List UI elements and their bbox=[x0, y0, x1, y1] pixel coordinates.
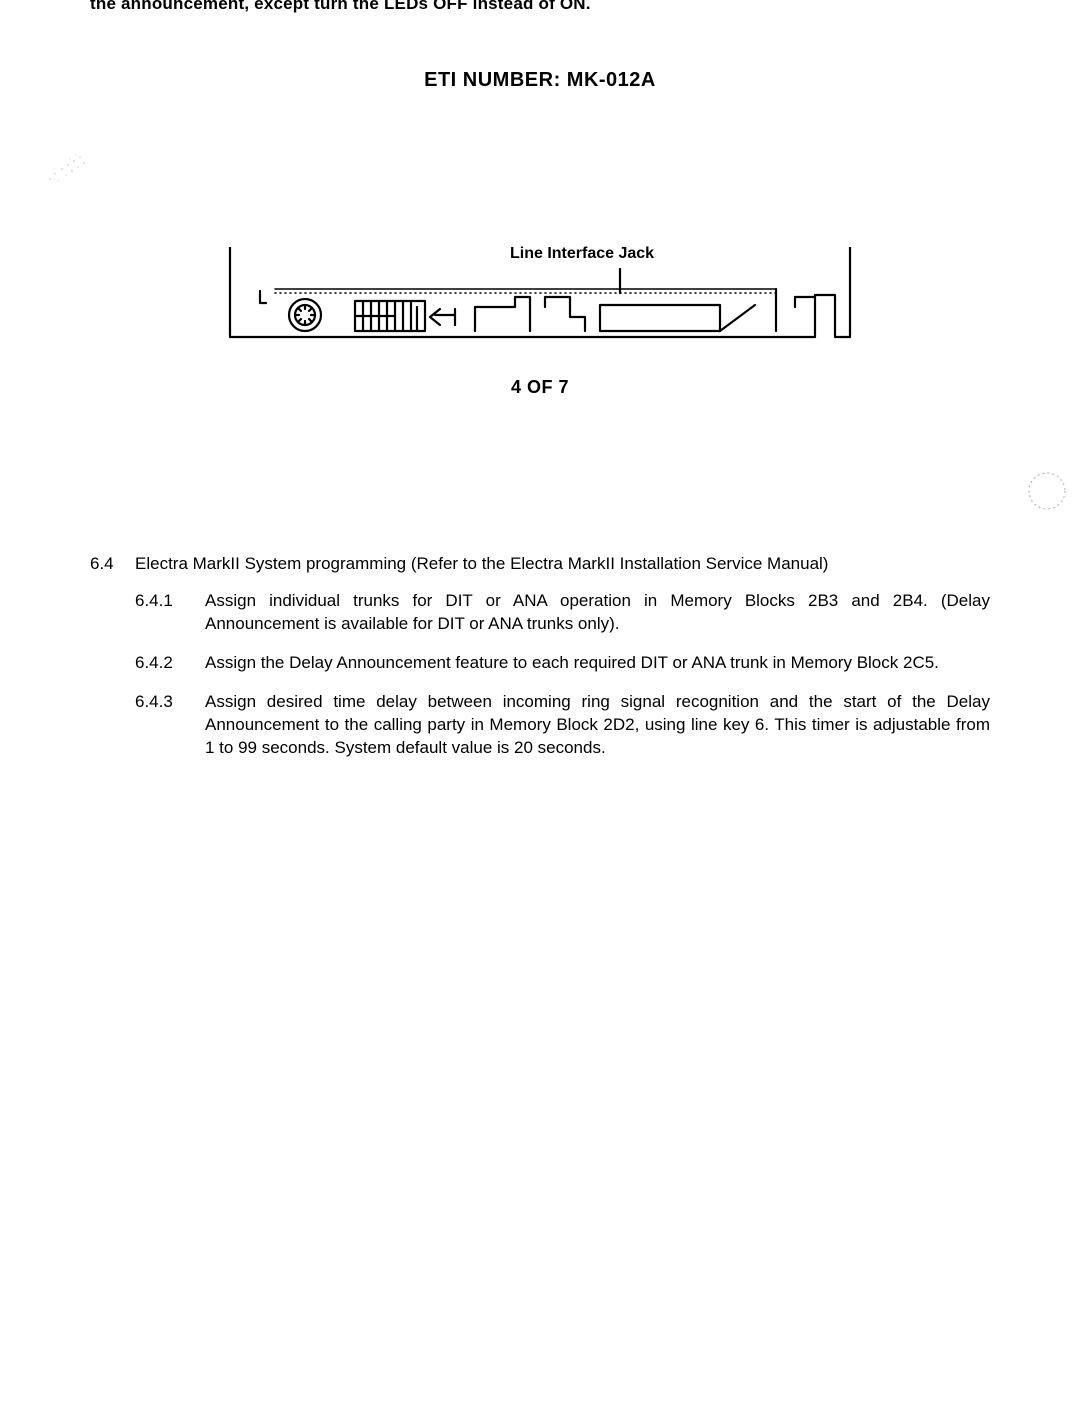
subsection-number: 6.4.2 bbox=[135, 652, 205, 675]
section-number: 6.4 bbox=[90, 553, 135, 576]
subsection-number: 6.4.3 bbox=[135, 691, 205, 714]
subsection-text: Assign individual trunks for DIT or ANA … bbox=[205, 590, 990, 636]
document-page: the announcement, except turn the LEDs O… bbox=[0, 0, 1080, 1403]
subsection-row: 6.4.3 Assign desired time delay between … bbox=[90, 691, 990, 760]
subsection-text: Assign desired time delay between incomi… bbox=[205, 691, 990, 760]
diagram-label-text: Line Interface Jack bbox=[510, 245, 654, 263]
subsection-number: 6.4.1 bbox=[135, 590, 205, 613]
punch-hole-artifact bbox=[1025, 469, 1070, 514]
diagram-svg bbox=[220, 247, 860, 367]
subsection-row: 6.4.2 Assign the Delay Announcement feat… bbox=[90, 652, 990, 675]
eti-header: ETI NUMBER: MK-012A bbox=[90, 69, 990, 92]
eti-label: ETI NUMBER: bbox=[424, 69, 567, 91]
subsection-text: Assign the Delay Announcement feature to… bbox=[205, 652, 990, 675]
section-title: Electra MarkII System programming (Refer… bbox=[135, 553, 828, 576]
scanner-smudge-artifact bbox=[40, 149, 90, 189]
line-interface-diagram: Line Interface Jack bbox=[220, 247, 860, 398]
subsection-row: 6.4.1 Assign individual trunks for DIT o… bbox=[90, 590, 990, 636]
eti-value: MK-012A bbox=[567, 69, 656, 91]
section-heading-row: 6.4 Electra MarkII System programming (R… bbox=[90, 553, 990, 576]
section-6-4: 6.4 Electra MarkII System programming (R… bbox=[90, 553, 990, 760]
page-indicator: 4 OF 7 bbox=[220, 377, 860, 398]
cutoff-previous-text: the announcement, except turn the LEDs O… bbox=[90, 0, 990, 14]
